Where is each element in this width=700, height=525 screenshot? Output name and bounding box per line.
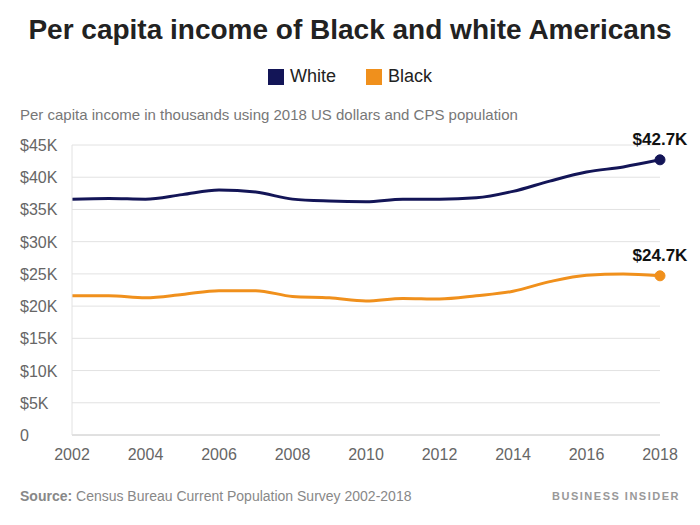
- svg-text:2012: 2012: [422, 446, 458, 463]
- svg-text:2004: 2004: [128, 446, 164, 463]
- svg-text:2008: 2008: [275, 446, 311, 463]
- html-text:Source: Census Bureau Current: Source: Census Bureau Current Population…: [20, 488, 412, 504]
- svg-text:$42.7K: $42.7K: [633, 130, 689, 149]
- svg-text:2002: 2002: [54, 446, 90, 463]
- html-text:Per capita income of Black and: Per capita income of Black and white Ame…: [28, 14, 672, 45]
- html-text:Per capita income in thousands: Per capita income in thousands using 201…: [20, 106, 518, 123]
- svg-text:$40K: $40K: [20, 169, 58, 186]
- svg-text:$24.7K: $24.7K: [633, 246, 689, 265]
- svg-text:2010: 2010: [348, 446, 384, 463]
- svg-text:$35K: $35K: [20, 201, 58, 218]
- svg-text:0: 0: [20, 427, 29, 444]
- svg-text:2018: 2018: [642, 446, 678, 463]
- svg-text:$10K: $10K: [20, 363, 58, 380]
- svg-text:$30K: $30K: [20, 234, 58, 251]
- svg-text:$15K: $15K: [20, 330, 58, 347]
- svg-text:$5K: $5K: [20, 395, 49, 412]
- svg-text:2006: 2006: [201, 446, 237, 463]
- svg-text:2014: 2014: [495, 446, 531, 463]
- svg-text:$25K: $25K: [20, 266, 58, 283]
- svg-text:2016: 2016: [569, 446, 605, 463]
- html-text:Black: Black: [388, 66, 432, 86]
- html-text:White: White: [290, 66, 336, 86]
- html-text:BUSINESS INSIDER: BUSINESS INSIDER: [552, 490, 680, 502]
- svg-text:$20K: $20K: [20, 298, 58, 315]
- svg-text:$45K: $45K: [20, 137, 58, 154]
